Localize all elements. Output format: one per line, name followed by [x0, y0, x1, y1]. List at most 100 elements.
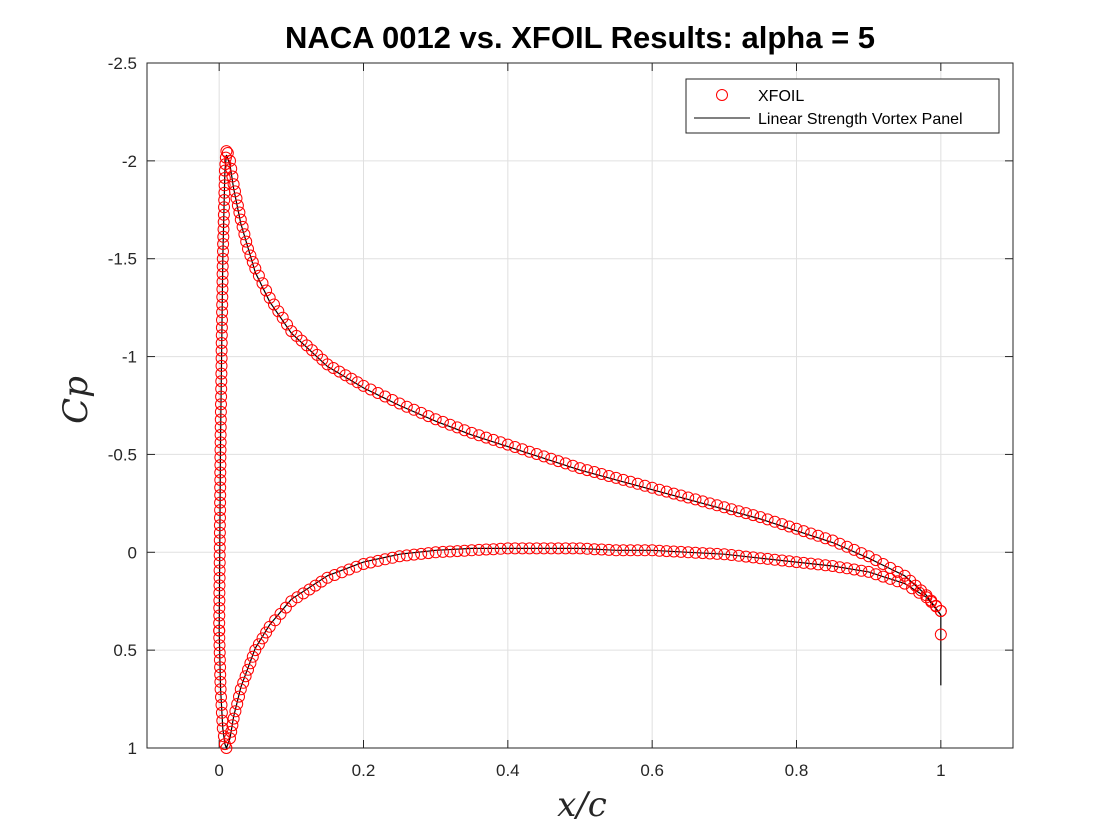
- y-tick-label: -1.5: [108, 250, 137, 269]
- xfoil-marker: [891, 575, 904, 588]
- xfoil-marker: [328, 569, 341, 581]
- xfoil-marker: [214, 443, 227, 456]
- xfoil-marker: [494, 542, 507, 555]
- xfoil-marker: [610, 471, 623, 484]
- xfoil-marker: [231, 698, 244, 710]
- xfoil-marker: [297, 587, 310, 600]
- xfoil-marker: [215, 359, 228, 372]
- xfoil-marker: [357, 379, 370, 392]
- xfoil-marker: [675, 545, 687, 558]
- xfoil-marker: [797, 556, 810, 569]
- xfoil-marker: [237, 676, 250, 689]
- xfoil-marker: [252, 638, 265, 651]
- xfoil-marker: [653, 544, 666, 557]
- x-tick-label: 0.4: [496, 761, 520, 780]
- xfoil-marker: [225, 162, 238, 175]
- xfoil-marker: [233, 206, 246, 219]
- xfoil-marker: [869, 568, 882, 581]
- xfoil-marker: [812, 558, 825, 571]
- xfoil-marker: [214, 496, 227, 509]
- xfoil-marker: [213, 617, 226, 629]
- xfoil-marker: [574, 462, 586, 475]
- xfoil-marker: [226, 170, 239, 183]
- xfoil-marker: [768, 553, 781, 566]
- xfoil-marker: [501, 438, 514, 451]
- xfoil-marker: [213, 594, 226, 607]
- xfoil-marker: [682, 546, 695, 559]
- xfoil-marker: [364, 383, 377, 396]
- xfoil-marker: [260, 284, 273, 297]
- xfoil-marker: [732, 549, 745, 562]
- xfoil-marker: [216, 714, 229, 727]
- xfoil-marker: [718, 501, 731, 514]
- xfoil-marker: [214, 511, 226, 524]
- xfoil-marker: [761, 513, 774, 526]
- xfoil-marker: [217, 223, 230, 236]
- xfoil-marker: [790, 522, 803, 535]
- xfoil-marker: [242, 242, 254, 255]
- xfoil-marker: [833, 561, 846, 574]
- xfoil-marker: [218, 164, 231, 177]
- xfoil-marker: [309, 579, 322, 592]
- axis-ticks: 0 0.2 0.4 0.6 0.8 1 -2.5 -2 -1.5 -1 -0.5 0 0.5 1: [108, 54, 1013, 780]
- xfoil-marker: [689, 546, 702, 559]
- xfoil-marker: [333, 365, 346, 378]
- xfoil-marker: [213, 631, 226, 644]
- xfoil-marker: [675, 489, 687, 502]
- xfoil-marker: [214, 459, 227, 471]
- x-tick-label: 0.8: [785, 761, 809, 780]
- xfoil-marker: [213, 519, 226, 532]
- xfoil-marker: [215, 398, 227, 411]
- xfoil-marker: [703, 497, 716, 510]
- xfoil-marker: [234, 213, 247, 226]
- xfoil-marker: [213, 624, 226, 637]
- xfoil-marker: [617, 473, 630, 486]
- xfoil-marker: [711, 547, 724, 560]
- xfoil-marker: [357, 558, 370, 570]
- xfoil-marker: [214, 683, 227, 696]
- xfoil-marker: [225, 725, 238, 738]
- xfoil-marker: [703, 547, 716, 560]
- xfoil-marker: [263, 291, 276, 304]
- xfoil-marker: [216, 306, 229, 319]
- xfoil-marker: [246, 650, 259, 663]
- xfoil-marker: [595, 468, 608, 480]
- xfoil-marker: [833, 537, 846, 550]
- xfoil-marker: [339, 369, 352, 382]
- xfoil-marker: [422, 410, 435, 423]
- xfoil-marker: [213, 602, 226, 614]
- xfoil-marker: [848, 563, 861, 576]
- xfoil-marker: [740, 507, 752, 520]
- xfoil-marker: [920, 591, 933, 604]
- xfoil-marker: [552, 542, 565, 555]
- xfoil-marker: [487, 433, 500, 446]
- xfoil-marker: [214, 405, 227, 418]
- vortex-panel-line-lower-surface: [218, 547, 942, 750]
- xfoil-marker: [268, 298, 280, 311]
- xfoil-marker: [667, 545, 680, 558]
- xfoil-marker: [214, 466, 227, 479]
- xfoil-marker: [408, 548, 420, 561]
- xfoil-marker: [631, 544, 644, 557]
- xfoil-marker: [812, 529, 825, 542]
- xfoil-marker: [393, 397, 406, 410]
- xfoil-marker: [480, 543, 493, 556]
- xfoil-marker: [826, 534, 839, 547]
- xfoil-marker: [215, 352, 228, 365]
- xfoil-marker: [530, 542, 543, 555]
- xfoil-marker: [386, 394, 399, 406]
- xfoil-marker: [855, 564, 868, 577]
- xfoil-marker: [595, 543, 608, 556]
- xfoil-marker: [436, 545, 449, 558]
- xfoil-marker: [552, 455, 565, 468]
- xfoil-marker: [214, 481, 227, 494]
- xfoil-marker: [213, 586, 226, 599]
- xfoil-marker: [862, 565, 875, 578]
- xfoil-marker: [213, 564, 226, 577]
- xfoil-marker: [249, 262, 262, 275]
- xfoil-marker: [393, 550, 406, 563]
- xfoil-marker: [458, 424, 471, 437]
- xfoil-marker: [256, 632, 269, 645]
- xfoil-marker: [790, 556, 803, 569]
- xfoil-marker: [682, 491, 695, 504]
